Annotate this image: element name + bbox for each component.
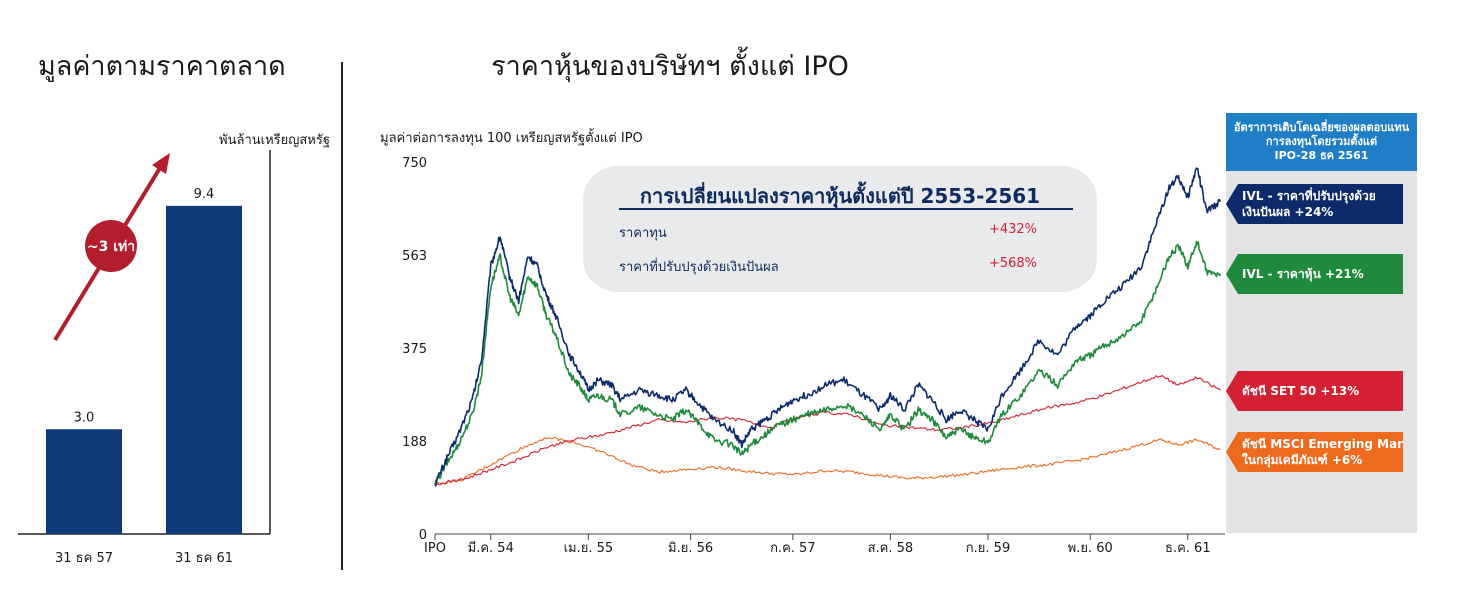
y-tick-label: 375: [402, 342, 427, 357]
info-row-value: +568%: [988, 256, 1037, 271]
callout-line: ดัชนี MSCI Emerging Market: [1242, 437, 1425, 451]
bar-value-label: 9.4: [194, 187, 215, 202]
x-tick-label: พ.ย. 60: [1068, 541, 1113, 556]
section-divider: [341, 62, 343, 570]
bar-chart-unit-label: พันล้านเหรียญสหรัฐ: [219, 132, 330, 148]
x-tick-label: มิ.ย. 56: [668, 541, 713, 556]
price-change-info-box: การเปลี่ยนแปลงราคาหุ้นตั้งแต่ปี 2553-256…: [583, 166, 1097, 292]
callout-ivl-price: IVL - ราคาหุ้น +21%: [1226, 254, 1403, 294]
x-tick-label: ส.ค. 58: [868, 541, 914, 556]
series-line-ivl_adjusted: [434, 167, 1222, 487]
panel-header-line-1: อัตราการเติบโตเฉลี่ยของผลตอบแทน: [1233, 121, 1410, 134]
callout-line: เงินปันผล +24%: [1242, 205, 1334, 219]
panel-header-line-2: การลงทุนโดยรวมตั้งแต่: [1265, 135, 1378, 148]
right-panel-title: ราคาหุ้นของบริษัทฯ ตั้งแต่ IPO: [491, 51, 849, 82]
y-tick-label: 188: [402, 435, 427, 450]
left-panel-title: มูลค่าตามราคาตลาด: [38, 51, 286, 82]
performance-panel-header: อัตราการเติบโตเฉลี่ยของผลตอบแทน การลงทุน…: [1226, 113, 1417, 171]
x-tick-label: มี.ค. 54: [468, 540, 514, 556]
x-tick-label: ก.ย. 59: [966, 541, 1010, 556]
series-line-set50: [434, 374, 1221, 486]
callout-line: IVL - ราคาที่ปรับปรุงด้วย: [1242, 189, 1376, 203]
bar-category-label: 31 ธค 61: [175, 551, 233, 566]
callout-line: ในกลุ่มเคมีภัณฑ์ +6%: [1242, 453, 1363, 467]
x-tick-label: IPO: [424, 541, 446, 556]
callout-ivl-adjusted: IVL - ราคาที่ปรับปรุงด้วย เงินปันผล +24%: [1226, 184, 1403, 224]
info-row-label: ราคาทุน: [619, 226, 667, 241]
callout-set50: ดัชนี SET 50 +13%: [1226, 371, 1403, 411]
x-tick-label: เม.ย. 55: [564, 541, 614, 556]
growth-arrow-head: [152, 153, 170, 174]
y-tick-label: 750: [402, 156, 427, 171]
share-price-line-chart: มูลค่าต่อการลงทุน 100 เหรียญสหรัฐตั้งแต่…: [380, 128, 1225, 556]
series-line-ivl_price: [434, 240, 1222, 485]
info-row-label: ราคาที่ปรับปรุงด้วยเงินปันผล: [619, 260, 779, 275]
info-box-title: การเปลี่ยนแปลงราคาหุ้นตั้งแต่ปี 2553-256…: [639, 184, 1041, 208]
performance-panel: [1226, 171, 1417, 533]
info-row-value: +432%: [988, 222, 1037, 237]
growth-badge-text: ~3 เท่า: [87, 239, 135, 255]
market-cap-bar-chart: พันล้านเหรียญสหรัฐ 3.0 31 ธค 57 9.4 31 ธค 6…: [18, 132, 330, 566]
y-tick-label: 0: [419, 528, 427, 543]
x-tick-label: ก.ค. 57: [770, 541, 816, 556]
bar-category-label: 31 ธค 57: [55, 551, 113, 566]
callout-msci: ดัชนี MSCI Emerging Market ในกลุ่มเคมีภั…: [1226, 432, 1403, 472]
bar-1: [166, 205, 242, 534]
x-tick-label: ธ.ค. 61: [1165, 541, 1211, 556]
callout-line: ดัชนี SET 50 +13%: [1242, 384, 1360, 398]
bar-value-label: 3.0: [74, 410, 95, 425]
line-chart-y-label: มูลค่าต่อการลงทุน 100 เหรียญสหรัฐตั้งแต่…: [380, 128, 643, 146]
panel-header-line-3: IPO-28 ธค 2561: [1274, 149, 1369, 162]
info-box-rule: [619, 208, 1073, 210]
y-tick-label: 563: [402, 249, 427, 264]
callout-line: IVL - ราคาหุ้น +21%: [1242, 267, 1364, 281]
bar-0: [46, 429, 122, 534]
series-line-msci: [434, 436, 1221, 485]
growth-badge: [85, 220, 137, 272]
